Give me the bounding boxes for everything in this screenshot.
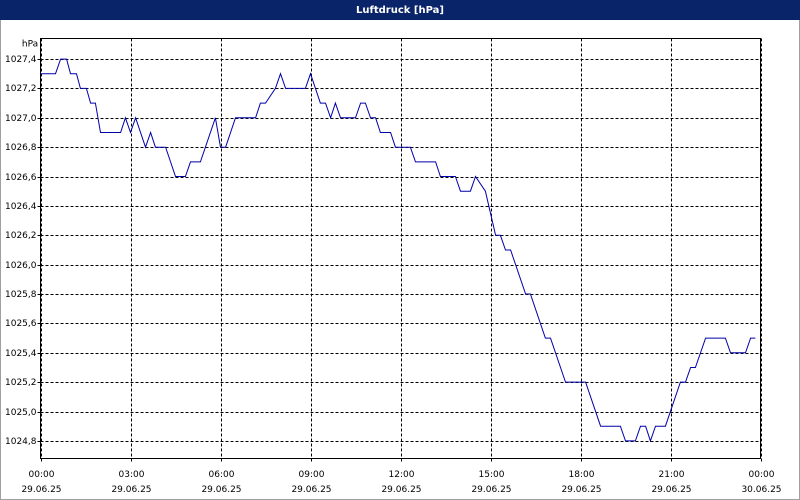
title-bar	[0, 0, 800, 20]
y-tick-label: 1026,0	[5, 261, 37, 271]
x-tick-date: 30.06.25	[741, 485, 781, 495]
x-tick-label: 18:00	[569, 470, 595, 480]
y-tick-label: 1026,8	[5, 143, 37, 153]
chart-title: Luftdruck [hPa]	[356, 5, 444, 16]
x-tick-date: 29.06.25	[471, 485, 511, 495]
y-tick-label: 1026,4	[5, 202, 37, 212]
y-tick-label: 1025,4	[5, 349, 37, 359]
x-tick-label: 15:00	[479, 470, 505, 480]
x-tick-date: 29.06.25	[381, 485, 421, 495]
x-tick-label: 21:00	[659, 470, 685, 480]
x-tick-label: 03:00	[119, 470, 145, 480]
y-unit: hPa	[22, 40, 38, 50]
y-tick-label: 1026,6	[5, 173, 37, 183]
x-tick-date: 29.06.25	[111, 485, 151, 495]
data-line	[40, 58, 756, 443]
y-tick-label: 1026,2	[5, 231, 37, 241]
x-tick-label: 06:00	[209, 470, 235, 480]
y-tick-label: 1025,8	[5, 290, 37, 300]
y-tick-label: 1027,2	[5, 84, 37, 94]
x-tick-date: 29.06.25	[201, 485, 241, 495]
y-tick-label: 1027,0	[5, 114, 37, 124]
plot-area	[40, 38, 761, 459]
x-tick-label: 00:00	[29, 470, 55, 480]
x-tick-label: 00:00	[749, 470, 775, 480]
y-tick-label: 1025,2	[5, 378, 37, 388]
x-tick-label: 09:00	[299, 470, 325, 480]
y-tick-label: 1024,8	[5, 437, 37, 447]
y-tick-label: 1025,0	[5, 408, 37, 418]
y-tick-label: 1027,4	[5, 55, 37, 65]
x-tick-date: 29.06.25	[291, 485, 331, 495]
y-tick-label: 1025,6	[5, 319, 37, 329]
x-tick-date: 29.06.25	[561, 485, 601, 495]
x-tick-label: 12:00	[389, 470, 415, 480]
x-tick-date: 29.06.25	[651, 485, 691, 495]
x-tick-date: 29.06.25	[21, 485, 61, 495]
